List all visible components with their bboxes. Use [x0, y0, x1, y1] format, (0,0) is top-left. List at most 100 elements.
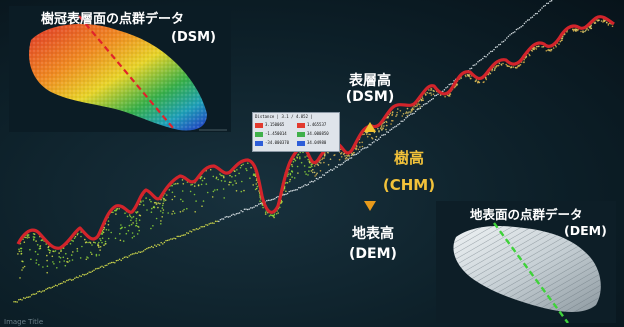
ground-point	[475, 63, 478, 65]
canopy-point	[58, 261, 61, 263]
canopy-point	[202, 200, 205, 202]
canopy-point	[182, 210, 184, 212]
ground-point	[544, 4, 546, 7]
canopy-point	[181, 190, 184, 192]
canopy-point	[231, 176, 233, 178]
canopy-point	[428, 92, 431, 95]
ground-point	[323, 174, 326, 176]
canopy-point	[498, 62, 501, 65]
ground-point	[266, 200, 268, 202]
canopy-point	[120, 224, 122, 226]
canopy-point	[235, 190, 238, 192]
canopy-point	[125, 232, 128, 235]
canopy-point	[146, 209, 148, 211]
canopy-point	[467, 74, 470, 77]
ground-point	[528, 18, 530, 21]
ground-point	[336, 166, 338, 168]
ground-point	[317, 178, 319, 180]
canopy-point	[385, 128, 387, 131]
canopy-point	[72, 240, 74, 242]
canopy-point	[38, 263, 40, 266]
ground-point	[141, 251, 143, 253]
canopy-point	[56, 267, 58, 269]
canopy-point	[405, 111, 408, 113]
ground-point	[211, 222, 214, 224]
canopy-point	[419, 106, 421, 108]
canopy-point	[59, 257, 62, 259]
canopy-point	[389, 112, 392, 115]
canopy-point	[221, 174, 223, 177]
canopy-point	[54, 250, 57, 252]
ground-point	[493, 48, 495, 51]
canopy-point	[322, 157, 324, 159]
ground-point	[226, 215, 228, 218]
canopy-point	[537, 45, 539, 48]
ground-point	[80, 275, 82, 277]
canopy-point	[47, 245, 50, 248]
ground-point	[208, 223, 210, 225]
canopy-point	[417, 103, 420, 105]
ground-point	[270, 198, 273, 201]
ground-point	[506, 37, 508, 39]
ground-point	[229, 215, 231, 218]
canopy-point	[428, 89, 430, 91]
canopy-point	[152, 225, 154, 227]
canopy-point	[329, 158, 332, 160]
canopy-point	[580, 30, 582, 33]
canopy-point	[70, 254, 73, 256]
canopy-point	[259, 198, 262, 200]
canopy-point	[238, 172, 240, 175]
canopy-point	[107, 229, 110, 231]
canopy-point	[519, 63, 522, 66]
canopy-point	[489, 72, 492, 75]
ground-point	[526, 19, 529, 21]
canopy-point	[235, 182, 237, 184]
canopy-point	[132, 222, 134, 224]
canopy-point	[561, 37, 564, 40]
canopy-point	[223, 197, 225, 199]
canopy-point	[95, 255, 98, 257]
ground-point	[66, 279, 68, 282]
ground-point	[432, 97, 434, 100]
canopy-point	[317, 164, 320, 167]
canopy-point	[46, 254, 48, 257]
ground-point	[293, 189, 295, 192]
ground-point	[37, 291, 39, 293]
ground-point	[302, 185, 305, 187]
canopy-point	[518, 65, 520, 67]
canopy-point	[223, 176, 225, 179]
canopy-point	[385, 120, 387, 123]
canopy-point	[426, 91, 429, 94]
ground-point	[470, 67, 473, 70]
canopy-point	[101, 241, 103, 244]
canopy-point	[215, 177, 218, 180]
ground-point	[238, 212, 241, 214]
ground-point	[259, 202, 262, 205]
canopy-point	[589, 26, 591, 29]
canopy-point	[67, 261, 69, 263]
canopy-point	[406, 107, 409, 110]
canopy-point	[101, 237, 104, 239]
canopy-point	[58, 255, 60, 258]
canopy-point	[162, 209, 165, 211]
ground-point	[114, 261, 116, 264]
ground-point	[70, 279, 73, 281]
canopy-point	[94, 242, 96, 244]
canopy-point	[136, 233, 139, 235]
ground-point	[474, 64, 476, 66]
canopy-point	[180, 198, 182, 201]
canopy-point	[494, 67, 496, 70]
chm-height-arrow	[364, 122, 376, 211]
canopy-point	[589, 25, 592, 28]
ground-point	[218, 220, 220, 223]
ground-point	[219, 218, 222, 221]
canopy-point	[254, 175, 257, 178]
ground-point	[315, 177, 318, 180]
ground-point	[274, 198, 276, 200]
dsm-inset-title: 樹冠表層面の点群データ	[41, 12, 185, 27]
canopy-point	[97, 244, 99, 247]
canopy-point	[264, 211, 267, 214]
canopy-point	[358, 141, 361, 144]
ground-point	[482, 57, 484, 60]
